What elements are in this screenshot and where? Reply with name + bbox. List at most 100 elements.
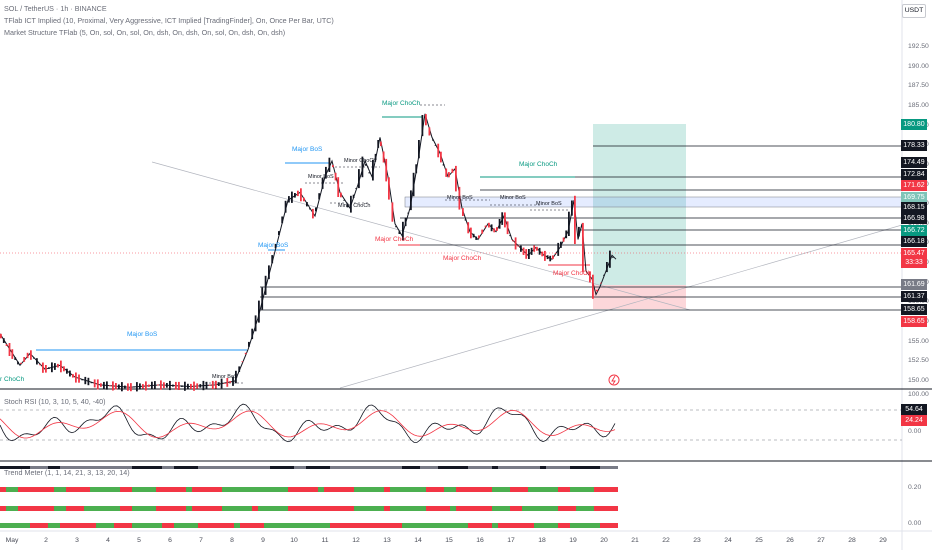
- time-tick: 12: [352, 537, 360, 544]
- trend-cell: [150, 487, 156, 492]
- candle: [151, 381, 153, 390]
- trend-cell: [216, 523, 222, 528]
- indicator-legend-structure[interactable]: Market Structure TFlab (5, On, sol, On, …: [4, 28, 286, 37]
- trend-cell: [306, 487, 312, 492]
- trend-cell: [384, 506, 390, 511]
- trend-cell: [18, 523, 24, 528]
- target-zone[interactable]: [593, 124, 686, 285]
- candle: [160, 380, 162, 390]
- trend-cell: [24, 487, 30, 492]
- trend-cell: [612, 523, 618, 528]
- candle: [300, 188, 302, 202]
- candle: [81, 379, 84, 381]
- trend-cell: [282, 523, 288, 528]
- trend-cell: [588, 506, 594, 511]
- trend-cell: [294, 523, 300, 528]
- candle: [517, 245, 520, 247]
- trend-cell: [582, 466, 588, 469]
- trend-cell: [192, 523, 198, 528]
- trend-cell: [402, 487, 408, 492]
- trend-cell: [180, 506, 186, 511]
- trend-cell: [6, 523, 12, 528]
- trend-cell: [402, 523, 408, 528]
- trend-cell: [84, 466, 90, 469]
- candle: [172, 384, 174, 387]
- trend-cell: [222, 487, 228, 492]
- candle: [365, 164, 367, 166]
- trend-cell: [384, 487, 390, 492]
- osc-legend[interactable]: Stoch RSI (10, 3, 10, 5, 40, -40): [4, 397, 106, 406]
- currency-selector[interactable]: USDT: [902, 4, 926, 18]
- trend-cell: [396, 506, 402, 511]
- price-tick: 187.50: [908, 82, 929, 90]
- trend-cell: [582, 487, 588, 492]
- trend-cell: [312, 487, 318, 492]
- trend-cell: [78, 523, 84, 528]
- candle: [374, 153, 377, 161]
- trend-cell: [480, 487, 486, 492]
- trend-cell: [564, 487, 570, 492]
- trend-cell: [210, 487, 216, 492]
- trend-cell: [348, 466, 354, 469]
- trend-cell: [156, 506, 162, 511]
- trend-cell: [420, 506, 426, 511]
- trend-cell: [342, 487, 348, 492]
- price-badge: 166.18: [901, 236, 927, 247]
- trend-meter-legend[interactable]: Trend Meter (1, 1, 14, 21, 3, 13, 20, 14…: [4, 468, 130, 477]
- candle: [609, 250, 611, 268]
- diagonal-trendline-up[interactable]: [339, 224, 903, 389]
- trend-cell: [84, 523, 90, 528]
- candle: [432, 139, 434, 141]
- trend-cell: [534, 487, 540, 492]
- trend-cell: [240, 466, 246, 469]
- indicator-legend-ict[interactable]: TFlab ICT Implied (10, Proximal, Very Ag…: [4, 16, 334, 25]
- candle: [612, 256, 614, 258]
- trend-cell: [282, 506, 288, 511]
- trend-cell: [510, 466, 516, 469]
- trend-cell: [162, 487, 168, 492]
- trend-cell: [54, 487, 60, 492]
- candle: [596, 289, 598, 292]
- trend-cell: [84, 506, 90, 511]
- trend-cell: [444, 487, 450, 492]
- trend-cell: [570, 506, 576, 511]
- candle: [410, 190, 412, 211]
- trend-cell: [210, 506, 216, 511]
- trend-cell: [192, 466, 198, 469]
- trend-cell: [126, 466, 132, 469]
- trend-cell: [270, 487, 276, 492]
- osc-tick: 0.00: [908, 428, 922, 435]
- candle: [541, 251, 544, 257]
- trend-cell: [324, 466, 330, 469]
- trend-cell: [168, 487, 174, 492]
- trend-cell: [18, 506, 24, 511]
- trend-cell: [6, 487, 12, 492]
- trend-cell: [504, 466, 510, 469]
- trend-cell: [186, 487, 192, 492]
- candle: [115, 383, 117, 390]
- candle: [391, 202, 394, 222]
- trend-cell: [36, 487, 42, 492]
- trend-cell: [342, 466, 348, 469]
- candle: [458, 186, 461, 210]
- candles: [0, 114, 614, 392]
- trend-cell: [6, 466, 12, 469]
- candle: [372, 159, 374, 181]
- candle: [232, 376, 234, 386]
- trend-cell: [186, 523, 192, 528]
- trend-cell: [144, 487, 150, 492]
- candle: [14, 357, 17, 360]
- trend-cell: [570, 523, 576, 528]
- candle: [84, 376, 87, 385]
- symbol-title[interactable]: SOL / TetherUS · 1h · BINANCE: [4, 4, 107, 13]
- trend-cell: [378, 487, 384, 492]
- trend-cell: [0, 487, 6, 492]
- candle: [17, 361, 19, 365]
- candle: [530, 247, 533, 255]
- trend-cell: [330, 523, 336, 528]
- trend-cell: [444, 466, 450, 469]
- trend-cell: [114, 466, 120, 469]
- trend-cell: [204, 523, 210, 528]
- lightning-alert-icon[interactable]: [608, 374, 620, 386]
